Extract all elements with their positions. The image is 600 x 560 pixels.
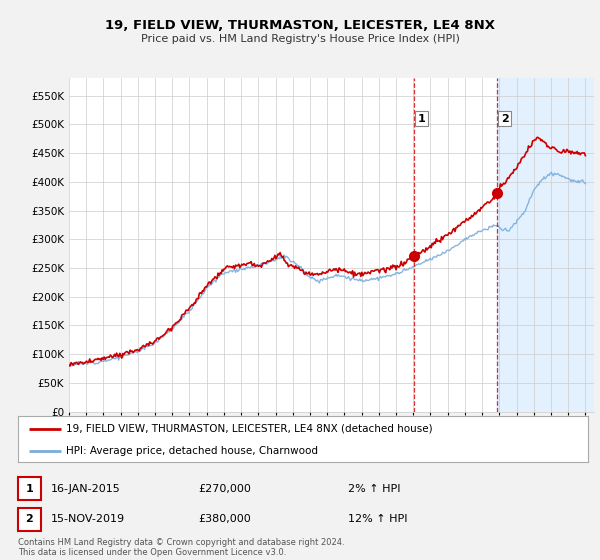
Text: 19, FIELD VIEW, THURMASTON, LEICESTER, LE4 8NX (detached house): 19, FIELD VIEW, THURMASTON, LEICESTER, L… (67, 424, 433, 434)
Text: HPI: Average price, detached house, Charnwood: HPI: Average price, detached house, Char… (67, 446, 319, 455)
Text: 1: 1 (26, 484, 33, 493)
Text: 12% ↑ HPI: 12% ↑ HPI (348, 515, 407, 524)
Text: Price paid vs. HM Land Registry's House Price Index (HPI): Price paid vs. HM Land Registry's House … (140, 34, 460, 44)
Text: 15-NOV-2019: 15-NOV-2019 (51, 515, 125, 524)
Text: 19, FIELD VIEW, THURMASTON, LEICESTER, LE4 8NX: 19, FIELD VIEW, THURMASTON, LEICESTER, L… (105, 18, 495, 32)
Text: 16-JAN-2015: 16-JAN-2015 (51, 484, 121, 493)
Bar (497, 78, 594, 412)
Text: £380,000: £380,000 (198, 515, 251, 524)
Text: 2% ↑ HPI: 2% ↑ HPI (348, 484, 401, 493)
Text: 2: 2 (501, 114, 508, 124)
Text: 2: 2 (26, 515, 33, 524)
Text: 1: 1 (418, 114, 425, 124)
Text: £270,000: £270,000 (198, 484, 251, 493)
Text: Contains HM Land Registry data © Crown copyright and database right 2024.
This d: Contains HM Land Registry data © Crown c… (18, 538, 344, 557)
